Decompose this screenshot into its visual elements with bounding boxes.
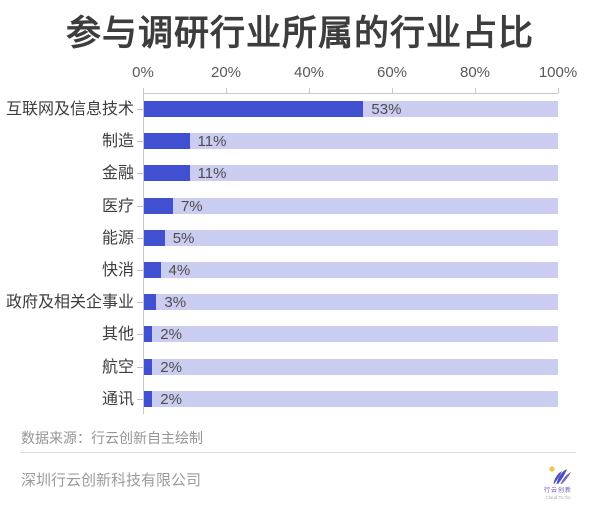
bar-value-label: 7% (180, 197, 203, 215)
x-axis-line (143, 93, 558, 94)
company-name: 深圳行云创新科技有限公司 (21, 472, 202, 489)
category-tick (137, 141, 143, 143)
category-tick (137, 398, 143, 400)
bar-value-label: 2% (160, 390, 182, 408)
bar-fill (144, 358, 153, 375)
bar-row: 医疗 7% (0, 197, 600, 215)
bar-value-label: 5% (172, 229, 195, 247)
bar-row: 政府及相关企事业 3% (0, 294, 600, 312)
bar-track (144, 165, 558, 182)
logo-subtext: Cloud To Go (545, 495, 571, 501)
bar-value-label: 4% (168, 262, 191, 279)
bar-value-label: 2% (160, 326, 182, 344)
bar-track (144, 197, 558, 214)
bar-value-label: 53% (371, 101, 402, 118)
bar-track (144, 358, 558, 375)
category-label: 金融 (101, 165, 134, 183)
bar-fill (144, 101, 364, 117)
bar-row: 互联网及信息技术 53% (0, 101, 600, 118)
data-source-note: 数据来源：行云创新自主绘制 (21, 430, 203, 446)
logo-name-text: 行云创新 (543, 488, 572, 494)
bar-fill (144, 390, 153, 407)
category-label: 医疗 (101, 197, 134, 215)
category-label: 航空 (101, 358, 134, 376)
bar-value-label: 2% (160, 358, 182, 376)
category-tick (137, 205, 143, 207)
bar-fill (144, 294, 157, 311)
x-axis-tick (558, 88, 559, 93)
x-axis-tick (226, 88, 227, 93)
bar-track (144, 326, 558, 343)
bar-value-label: 11% (197, 133, 227, 151)
category-tick (137, 237, 143, 239)
bar-track (144, 229, 558, 246)
category-tick (137, 270, 143, 271)
x-axis-tick-label: 40% (293, 64, 325, 81)
category-label: 快消 (101, 262, 134, 279)
y-axis-line (143, 93, 144, 414)
x-axis-tick (392, 88, 393, 93)
bar-value-label: 3% (164, 294, 187, 312)
bar-fill (144, 197, 173, 214)
cloudtogo-logo-icon (549, 466, 571, 484)
category-tick (137, 109, 143, 110)
category-tick (137, 173, 143, 175)
bar-row: 快消 4% (0, 262, 600, 279)
x-axis-tick (143, 88, 144, 93)
chart-title: 参与调研行业所属的行业占比 (65, 14, 534, 53)
company-logo: 行云创新 Cloud To Go (534, 464, 582, 504)
bar-fill (144, 229, 165, 246)
category-label: 其他 (101, 326, 134, 344)
bar-fill (144, 133, 190, 150)
bar-value-label: 11% (197, 165, 227, 183)
x-axis-tick-label: 20% (210, 64, 242, 81)
bar-track (144, 101, 558, 117)
footer-divider (20, 452, 576, 453)
bar-row: 金融 11% (0, 165, 600, 183)
bar-fill (144, 326, 153, 343)
x-axis-tick-label: 60% (376, 64, 408, 81)
x-axis-tick-label: 100% (538, 64, 578, 81)
bar-row: 其他 2% (0, 326, 600, 344)
category-tick (137, 334, 143, 336)
category-tick (137, 366, 143, 368)
bar-track (144, 390, 558, 407)
bar-fill (144, 165, 190, 182)
bar-track (144, 294, 558, 311)
category-label: 制造 (101, 133, 134, 151)
bar-row: 制造 11% (0, 133, 600, 151)
category-label: 政府及相关企事业 (5, 294, 134, 312)
category-label: 互联网及信息技术 (5, 101, 134, 118)
bar-fill (144, 262, 161, 278)
bar-track (144, 133, 558, 150)
bar-row: 航空 2% (0, 358, 600, 376)
category-label: 通讯 (101, 390, 134, 408)
bar-row: 通讯 2% (0, 390, 600, 408)
x-axis-tick-label: 80% (459, 64, 491, 81)
category-label: 能源 (101, 229, 134, 247)
bar-track (144, 262, 558, 278)
x-axis-tick (309, 88, 310, 93)
category-tick (137, 302, 143, 304)
x-axis-tick-label: 0% (132, 64, 154, 81)
bar-row: 能源 5% (0, 229, 600, 247)
x-axis-tick (475, 88, 476, 93)
